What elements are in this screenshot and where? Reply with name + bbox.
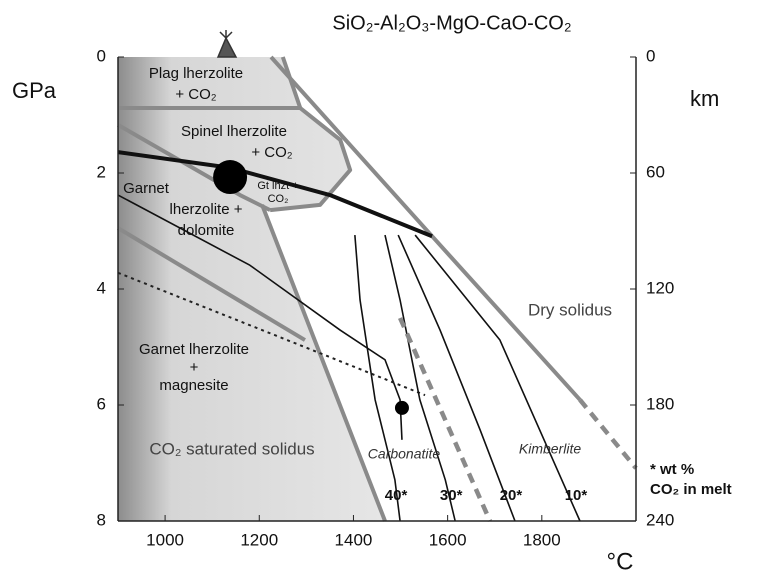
annotation: Spinel lherzolite — [181, 123, 287, 140]
y2-tick-label: 240 — [646, 510, 674, 529]
y-tick-label: 8 — [97, 510, 106, 529]
x-tick-label: 1600 — [429, 530, 467, 549]
boundary-line — [415, 235, 580, 521]
annotation: * wt % — [650, 461, 694, 478]
annotation: magnesite — [159, 377, 228, 394]
annotation: + CO₂ — [251, 144, 292, 161]
chart-title: SiO₂-Al₂O₃-MgO-CaO-CO₂ — [332, 12, 571, 34]
x-axis-label: °C — [607, 548, 634, 575]
boundary-line — [580, 400, 636, 468]
y-tick-label: 0 — [97, 46, 106, 65]
y-tick-label: 4 — [97, 278, 106, 297]
x-tick-label: 1800 — [523, 530, 561, 549]
point — [213, 160, 247, 194]
annotation: CO₂ saturated solidus — [149, 439, 314, 458]
x-tick-label: 1400 — [335, 530, 373, 549]
annotation: lherzolite + — [170, 201, 243, 218]
x-tick-label: 1000 — [146, 530, 184, 549]
y-tick-label: 6 — [97, 394, 106, 413]
volcano-icon — [218, 30, 236, 57]
y-tick-label: 2 — [97, 162, 106, 181]
annotation: CO₂ in melt — [650, 481, 732, 498]
annotation: Garnet lherzolite — [139, 341, 249, 358]
isopleth-label: 40* — [385, 487, 408, 504]
annotation: Garnet — [123, 180, 170, 197]
annotation: + — [190, 359, 199, 376]
isopleth-label: 20* — [500, 487, 523, 504]
annotation: Carbonatite — [368, 446, 441, 462]
point — [395, 401, 409, 415]
annotation: Gt lhzt + — [257, 180, 298, 192]
x-tick-label: 1200 — [240, 530, 278, 549]
isopleth-label: 10* — [565, 487, 588, 504]
boundary-line — [385, 235, 455, 521]
y2-tick-label: 120 — [646, 278, 674, 297]
annotation: dolomite — [178, 222, 235, 239]
annotation: CO₂ — [268, 193, 289, 205]
y2-tick-label: 60 — [646, 162, 665, 181]
annotation: Dry solidus — [528, 300, 612, 319]
y2-tick-label: 0 — [646, 46, 655, 65]
annotation: Kimberlite — [519, 441, 581, 457]
y2-axis-label: km — [690, 86, 719, 111]
isopleth-label: 30* — [440, 487, 463, 504]
y2-tick-label: 180 — [646, 394, 674, 413]
chart: 40*30*20*10* SiO₂-Al₂O₃-MgO-CaO-CO₂ GPa … — [0, 0, 767, 578]
y-axis-label: GPa — [12, 78, 57, 103]
annotation: Plag lherzolite — [149, 65, 243, 82]
annotation: + CO₂ — [175, 86, 216, 103]
